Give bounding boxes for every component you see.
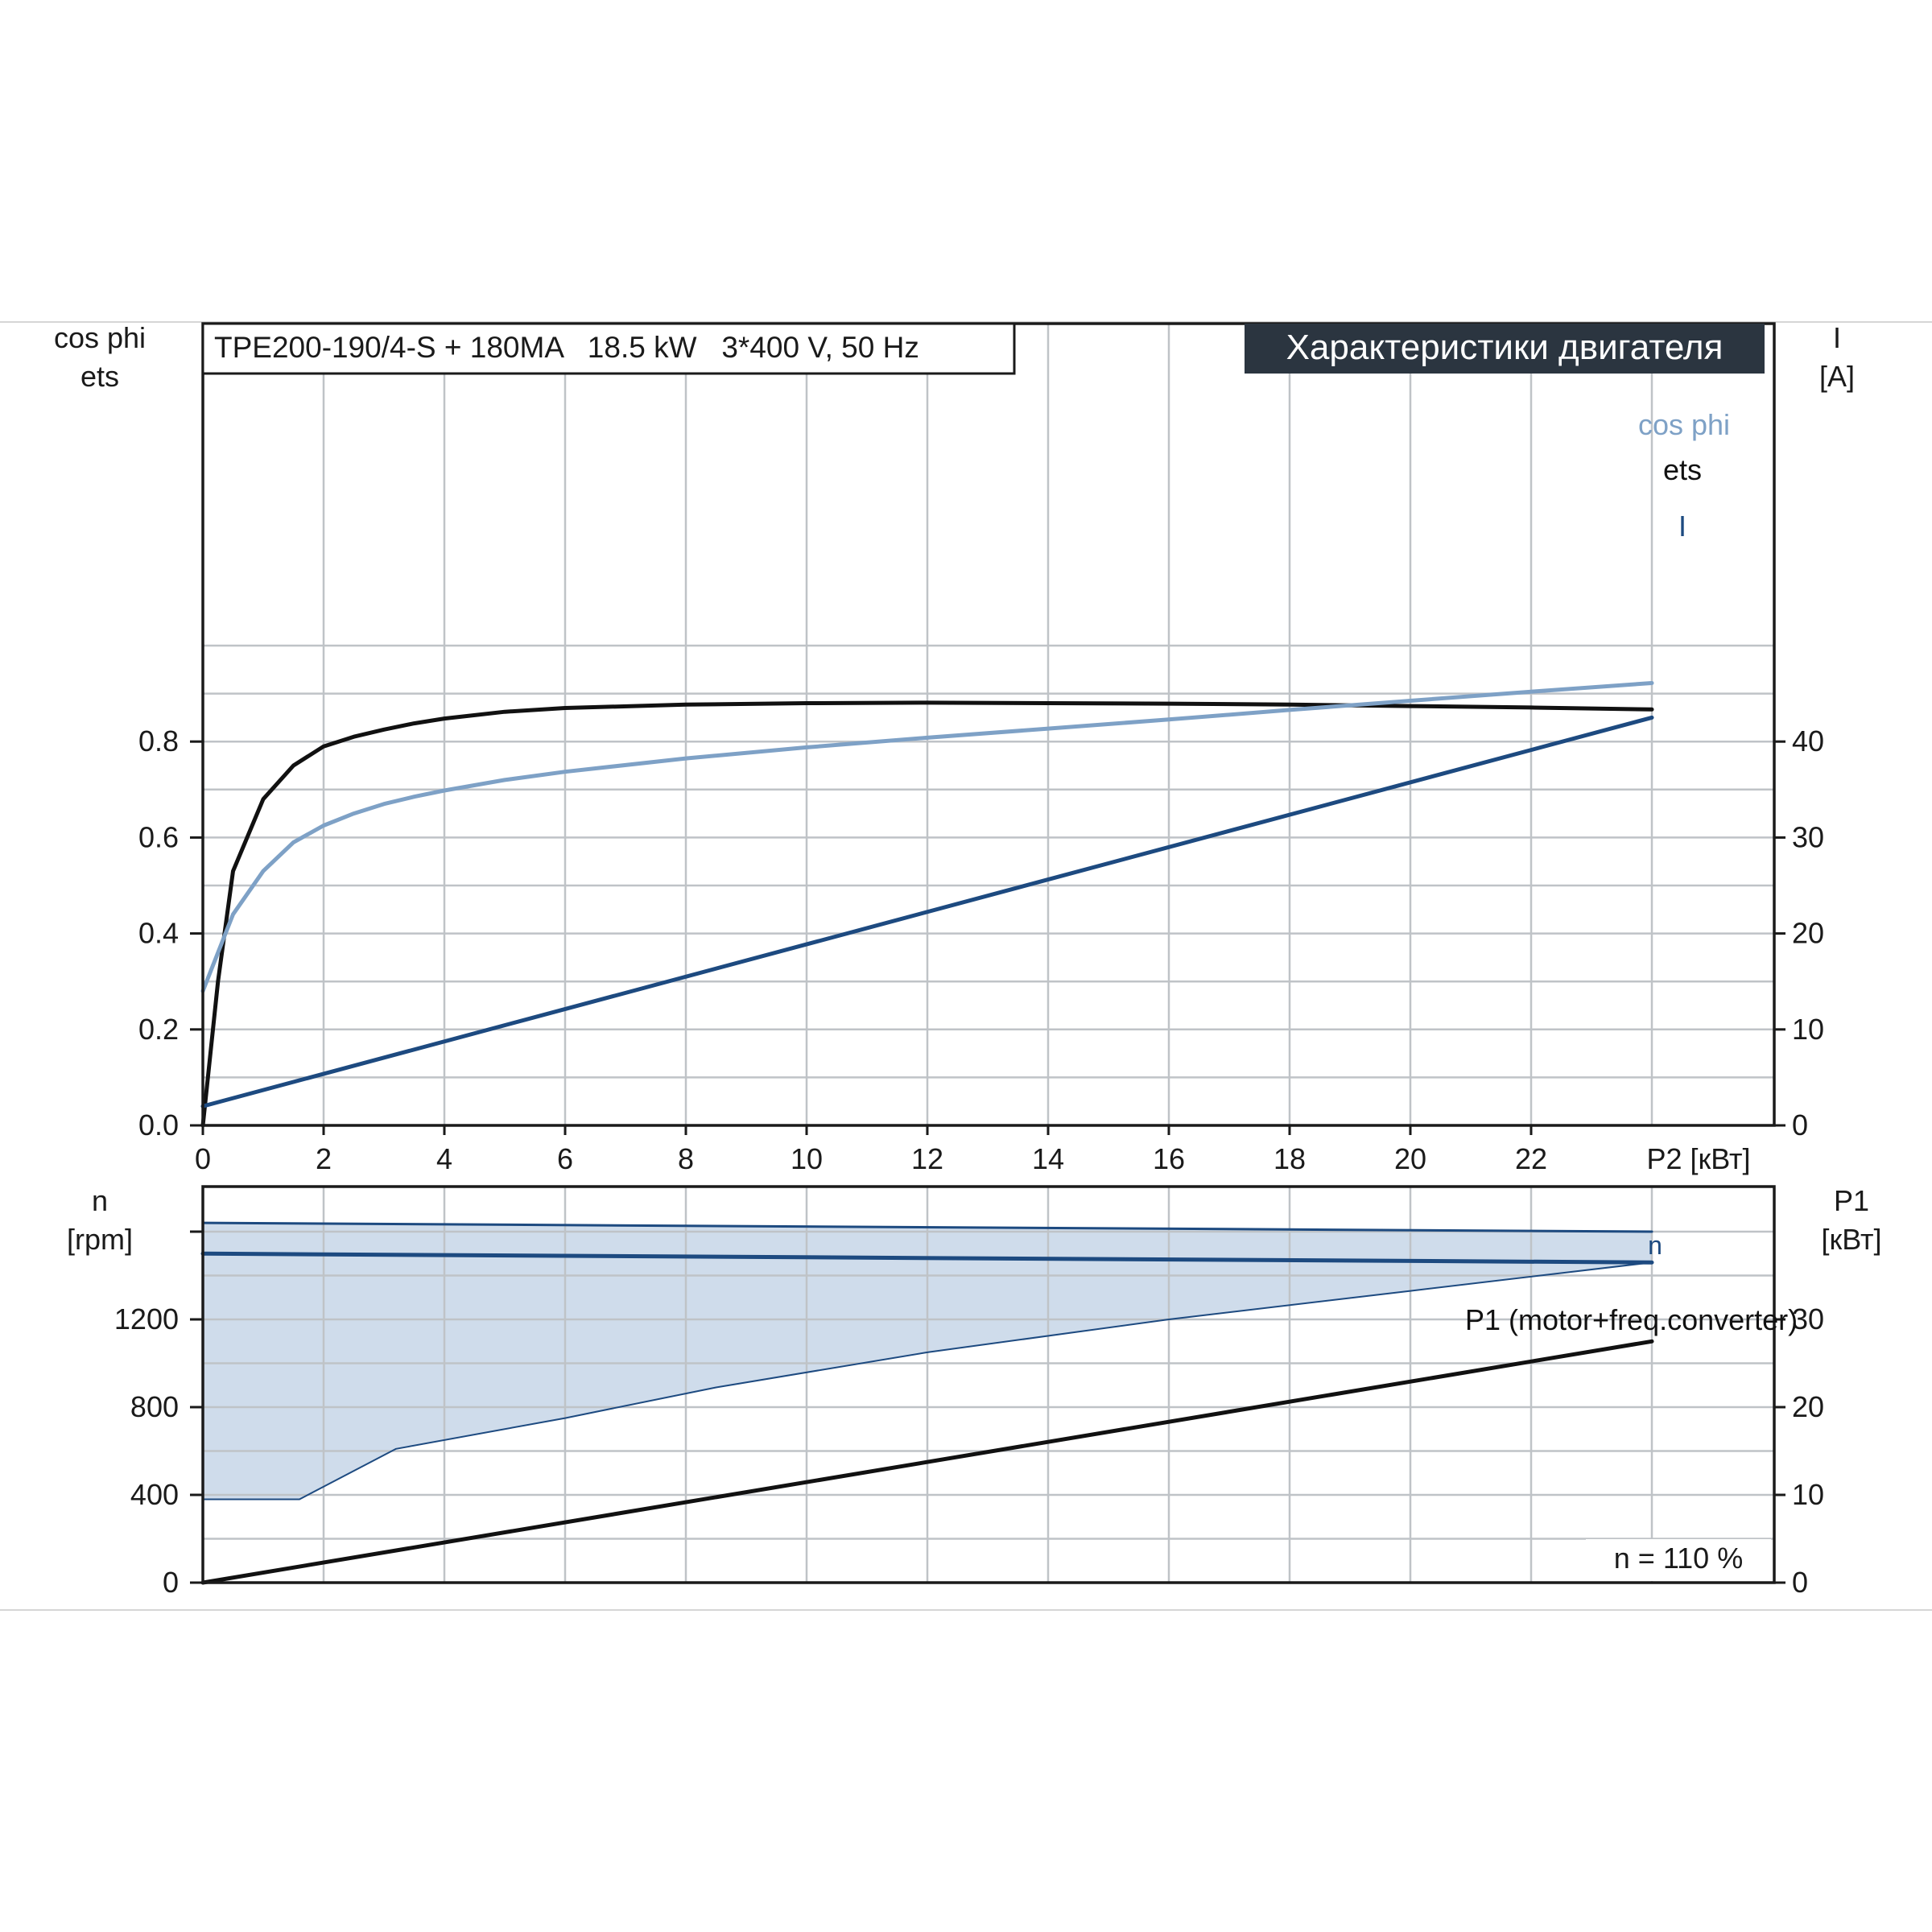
speed-note-box [1586,1539,1771,1581]
x-axis-label: P2 [кВт] [1646,1142,1750,1175]
bottom-ticks: 0 400 800 1200 0 10 20 30 [114,1230,1824,1599]
x-tick-14: 14 [1032,1142,1064,1175]
x-tick-18: 18 [1274,1142,1306,1175]
series-line-cos-phi [200,681,1654,993]
right-tick-0: 0 [1792,1108,1808,1141]
right-axis-label-i: I [1833,321,1841,354]
bottom-right-tick-1: 10 [1792,1478,1824,1511]
bottom-left-tick-0: 0 [163,1566,179,1599]
x-tick-6: 6 [557,1142,573,1175]
x-tick-0: 0 [195,1142,211,1175]
left-tick-0: 0.0 [138,1108,179,1141]
top-ticks: 0 2 4 6 8 10 12 14 16 18 20 22 0.0 0.2 0.4 0.6 0.8 0 10 20 3… [138,724,1824,1175]
x-tick-8: 8 [678,1142,694,1175]
left-axis-label-cosphi: cos phi [54,321,146,354]
top-plot: 0 2 4 6 8 10 12 14 16 18 20 22 0.0 0.2 0.4 0.6 0.8 0 10 20 3… [138,322,1824,1175]
series-label-cos-phi: cos phi [1638,408,1730,441]
x-tick-2: 2 [316,1142,332,1175]
bottom-left-axis-label-n: n [92,1184,108,1217]
right-axis-label-a: [A] [1819,360,1855,393]
right-tick-4: 40 [1792,724,1824,758]
bottom-left-tick-3: 1200 [114,1302,179,1335]
series-line-ets [200,700,1654,1128]
left-tick-3: 0.6 [138,820,179,853]
x-tick-4: 4 [436,1142,452,1175]
bottom-right-tick-3: 30 [1792,1302,1824,1335]
series-label-i: I [1678,510,1686,543]
bottom-plot: 0 400 800 1200 0 10 20 30 [114,1185,1824,1599]
series-line-i [200,715,1654,1108]
top-grid [203,324,1774,1125]
left-axis-label-ets: ets [80,360,119,393]
bottom-left-tick-1: 400 [130,1478,179,1511]
x-tick-22: 22 [1515,1142,1547,1175]
series-label-ets: ets [1663,453,1702,486]
x-tick-10: 10 [791,1142,823,1175]
series-label-n: n [1648,1231,1662,1260]
right-tick-1: 10 [1792,1013,1824,1046]
bottom-left-axis-label-rpm: [rpm] [67,1223,133,1256]
banner-box [1245,324,1765,374]
bottom-right-tick-2: 20 [1792,1390,1824,1423]
left-tick-4: 0.8 [138,724,179,758]
x-tick-20: 20 [1394,1142,1426,1175]
top-plot-frame [201,322,1776,1127]
speed-note: n = 110 % [1614,1542,1743,1575]
top-series [200,681,1654,1128]
model-label-box [201,322,1016,375]
bottom-series-line-n [200,1251,1654,1265]
model-label: TPE200-190/4-S + 180MA 18.5 kW 3*400 V, … [214,331,919,364]
series-label-p1: P1 (motor+freq.converter) [1465,1303,1798,1336]
speed-band-lower-edge [202,1261,1653,1501]
left-tick-1: 0.2 [138,1013,179,1046]
bottom-plot-frame [201,1185,1776,1584]
bottom-right-axis-label-kw: [кВт] [1821,1223,1881,1256]
bottom-series [200,1221,1654,1585]
banner-title: Характеристики двигателя [1286,328,1724,367]
right-tick-3: 30 [1792,820,1824,853]
left-tick-2: 0.4 [138,917,179,950]
bottom-right-axis-label-p1: P1 [1834,1184,1869,1217]
bottom-series-line-p1 [200,1339,1654,1585]
speed-band-upper-edge [201,1221,1653,1233]
bottom-right-tick-0: 0 [1792,1566,1808,1599]
right-tick-2: 20 [1792,917,1824,950]
bottom-left-tick-2: 800 [130,1390,179,1423]
x-tick-16: 16 [1153,1142,1185,1175]
x-tick-12: 12 [911,1142,943,1175]
